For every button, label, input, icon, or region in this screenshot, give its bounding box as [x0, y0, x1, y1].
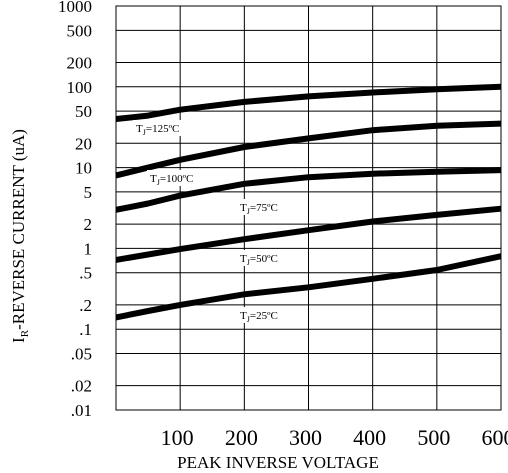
y-tick-label: .5 — [79, 264, 92, 283]
y-axis-title-sub: R — [19, 329, 31, 337]
curve-label-sub: J — [247, 315, 250, 324]
curve-label-rest: =50ºC — [250, 253, 278, 265]
curve-label-main: T — [240, 253, 247, 265]
y-tick-label: .05 — [71, 345, 92, 364]
curve-label-sub: J — [247, 207, 250, 216]
y-tick-label: 10 — [75, 159, 92, 178]
y-tick-label: .2 — [79, 296, 92, 315]
curve-label-sub: J — [157, 178, 160, 187]
curve-label-rest: =25ºC — [250, 310, 278, 322]
y-tick-label: 1 — [84, 239, 93, 258]
curve-label-2: TJ=75ºC — [240, 202, 278, 216]
y-tick-label: .02 — [71, 377, 92, 396]
plot-frame — [115, 5, 502, 411]
y-tick-label: 1000 — [58, 0, 92, 16]
series-line-4 — [115, 253, 502, 321]
curve-label-main: T — [136, 123, 143, 135]
y-axis-title-rest: -REVERSE CURRENT (uA) — [9, 129, 28, 330]
y-tick-label: 5 — [84, 183, 93, 202]
y-tick-label: 2 — [84, 215, 93, 234]
x-tick-labels: 100 200 300 400 500 600 — [161, 425, 508, 450]
grid — [116, 5, 502, 411]
y-axis-title-main: I — [9, 337, 28, 343]
series-line-3 — [115, 205, 502, 263]
curve-label-main: T — [240, 202, 247, 214]
series-line-2 — [115, 167, 502, 213]
y-tick-label: 100 — [67, 78, 93, 97]
y-tick-label: 50 — [75, 102, 92, 121]
curve-label-rest: =125ºC — [146, 123, 179, 135]
y-tick-label: 20 — [75, 134, 92, 153]
curve-label-4: TJ=25ºC — [240, 310, 278, 324]
series-line-0 — [115, 83, 502, 122]
y-tick-label: 500 — [67, 21, 93, 40]
curve-label-bg — [237, 199, 281, 215]
x-tick-label: 100 — [161, 425, 194, 450]
x-tick-label: 200 — [225, 425, 258, 450]
curve-label-rest: =75ºC — [250, 202, 278, 214]
y-tick-label: 200 — [67, 53, 93, 72]
curve-label-1: TJ=100ºC — [150, 173, 193, 187]
curve-label-bg — [237, 250, 281, 266]
x-tick-label: 300 — [289, 425, 322, 450]
series-line-1 — [115, 120, 502, 179]
curve-label-main: T — [240, 310, 247, 322]
curve-label-0: TJ=125ºC — [136, 123, 179, 137]
curve-label-main: T — [150, 173, 157, 185]
curve-label-bg — [237, 307, 281, 323]
curve-label-bg — [147, 170, 197, 186]
y-tick-label: .01 — [71, 401, 92, 420]
y-axis-title: IR-REVERSE CURRENT (uA) — [9, 129, 31, 343]
y-tick-labels: 1000 500 200 100 50 20 10 5 2 1 .5 .2 .1 .05 .02 .01 — [58, 0, 92, 420]
curve-label-bg — [133, 120, 183, 136]
x-tick-label: 500 — [417, 425, 450, 450]
curve-label-sub: J — [247, 258, 250, 267]
y-tick-label: .1 — [79, 320, 92, 339]
x-axis-title: PEAK INVERSE VOLTAGE — [177, 453, 379, 472]
x-tick-label: 600 — [482, 425, 508, 450]
x-tick-label: 400 — [353, 425, 386, 450]
curves — [115, 83, 502, 321]
curve-label-rest: =100ºC — [160, 173, 193, 185]
curve-label-sub: J — [143, 128, 146, 137]
curve-label-3: TJ=50ºC — [240, 253, 278, 267]
